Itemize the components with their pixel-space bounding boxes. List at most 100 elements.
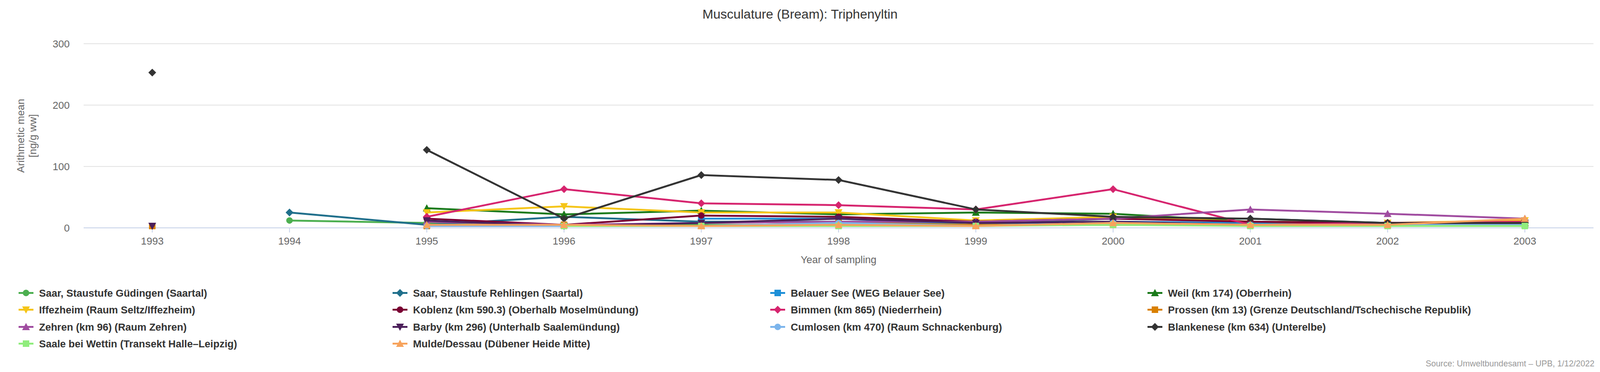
source: Source: Umweltbundesamt – UPB, 1/12/2022 [1425, 358, 1595, 368]
legend-label: Iffezheim (Raum Seltz/Iffezheim) [39, 303, 196, 316]
point [697, 199, 706, 208]
legend-marker [1151, 322, 1160, 331]
point [697, 170, 706, 179]
legend-item[interactable]: Saar, Staustufe Güdingen (Saartal) [18, 287, 208, 299]
legend-item[interactable]: Bimmen (km 865) (Niederrhein) [770, 303, 942, 316]
y-axis-label-line: [ng/g ww] [26, 114, 39, 158]
legend-label: Barby (km 296) (Unterhalb Saalemündung) [413, 321, 620, 333]
x-tick-label: 2002 [1376, 235, 1399, 247]
legend-item[interactable]: Mulde/Dessau (Dübener Heide Mitte) [392, 337, 591, 350]
series-line [426, 149, 1526, 223]
point [1521, 222, 1528, 230]
x-tick [1112, 227, 1114, 233]
x-tick [288, 227, 290, 233]
x-tick-label: 1993 [140, 235, 164, 247]
legend-label: Cumlosen (km 470) (Raum Schnackenburg) [790, 321, 1003, 333]
legend-label: Koblenz (km 590.3) (Oberhalb Moselmündun… [413, 303, 639, 316]
point [834, 201, 843, 210]
y-tick-label: 200 [52, 99, 70, 112]
point [1109, 218, 1118, 226]
point [971, 205, 980, 214]
point [1383, 220, 1392, 228]
point [560, 184, 569, 193]
legend-marker [774, 323, 781, 330]
point [560, 203, 569, 210]
legend-item[interactable]: Cumlosen (km 470) (Raum Schnackenburg) [770, 321, 1003, 333]
point [1246, 220, 1255, 228]
chart: Musculature (Bream): Triphenyltin 0 100 200… [0, 0, 1600, 372]
legend-marker [396, 288, 405, 297]
legend-marker [774, 289, 781, 296]
legend-item[interactable]: Koblenz (km 590.3) (Oberhalb Moselmündun… [392, 303, 639, 316]
legend-label: Zehren (km 96) (Raum Zehren) [39, 321, 187, 333]
legend-label: Bimmen (km 865) (Niederrhein) [790, 303, 942, 316]
legend-marker [22, 289, 30, 296]
legend-item[interactable]: Belauer See (WEG Belauer See) [770, 287, 945, 299]
point [1109, 184, 1118, 193]
point [148, 68, 157, 77]
legend-label: Prossen (km 13) (Grenze Deutschland/Tsch… [1167, 303, 1471, 316]
legend-marker [1151, 288, 1160, 296]
legend-marker [396, 323, 405, 331]
legend-marker [1151, 306, 1159, 313]
grid-line [83, 165, 1594, 167]
x-tick-label: 1996 [552, 235, 576, 247]
legend-label: Blankenese (km 634) (Unterelbe) [1167, 321, 1326, 333]
legend-marker [22, 340, 30, 347]
x-tick-label: 1998 [827, 235, 851, 247]
legend-marker [773, 305, 782, 314]
legend-marker [22, 322, 31, 330]
legend-item[interactable]: Saar, Staustufe Rehlingen (Saartal) [392, 287, 584, 299]
point [1383, 209, 1392, 217]
legend-item[interactable]: Zehren (km 96) (Raum Zehren) [18, 321, 187, 333]
grid-line [83, 104, 1594, 106]
y-axis-label-line: Arithmetic mean [14, 98, 27, 173]
legend-marker [396, 306, 404, 313]
legend-marker [396, 339, 405, 347]
legend-label: Saar, Staustufe Güdingen (Saartal) [39, 287, 208, 299]
legend-label: Weil (km 174) (Oberrhein) [1167, 287, 1292, 299]
point [834, 220, 843, 228]
y-tick-label: 100 [52, 160, 70, 173]
point [971, 205, 980, 214]
point [1521, 214, 1529, 222]
y-axis-label: Arithmetic mean[ng/g ww] [14, 98, 39, 173]
legend: Saar, Staustufe Güdingen (Saartal) Saar, … [18, 287, 1471, 350]
x-tick-label: 1997 [689, 235, 713, 247]
series [285, 208, 1529, 229]
plot-area [148, 68, 1529, 230]
legend-label: Belauer See (WEG Belauer See) [790, 287, 945, 299]
grid-line [83, 43, 1594, 45]
legend-item[interactable]: Barby (km 296) (Unterhalb Saalemündung) [392, 321, 620, 333]
series [148, 215, 1529, 230]
x-tick-label: 2001 [1239, 235, 1262, 247]
point [971, 222, 980, 230]
x-tick-label: 1995 [415, 235, 439, 247]
legend-label: Saale bei Wettin (Transekt Halle–Leipzig… [39, 337, 237, 350]
point [697, 222, 706, 230]
series [148, 68, 1529, 227]
legend-item[interactable]: Weil (km 174) (Oberrhein) [1147, 287, 1292, 299]
point [422, 220, 431, 228]
series [422, 214, 1529, 230]
legend-item[interactable]: Prossen (km 13) (Grenze Deutschland/Tsch… [1147, 303, 1471, 316]
y-tick-label: 300 [52, 38, 70, 50]
x-tick-label: 1999 [964, 235, 988, 247]
x-axis-label: Year of sampling [800, 253, 877, 266]
point [834, 176, 843, 184]
legend-item[interactable]: Blankenese (km 634) (Unterelbe) [1147, 321, 1326, 333]
series-line [426, 189, 1526, 225]
legend-item[interactable]: Saale bei Wettin (Transekt Halle–Leipzig… [18, 337, 237, 350]
point [560, 220, 569, 228]
point [422, 145, 431, 154]
point [148, 222, 157, 230]
x-tick-label: 2003 [1513, 235, 1537, 247]
title: Musculature (Bream): Triphenyltin [702, 6, 898, 22]
point [1246, 205, 1255, 213]
x-tick-label: 1994 [278, 235, 302, 247]
y-tick-label: 0 [64, 222, 70, 234]
legend-marker [22, 306, 31, 314]
x-tick-label: 2000 [1101, 235, 1125, 247]
legend-item[interactable]: Iffezheim (Raum Seltz/Iffezheim) [18, 303, 196, 316]
point [285, 208, 294, 217]
